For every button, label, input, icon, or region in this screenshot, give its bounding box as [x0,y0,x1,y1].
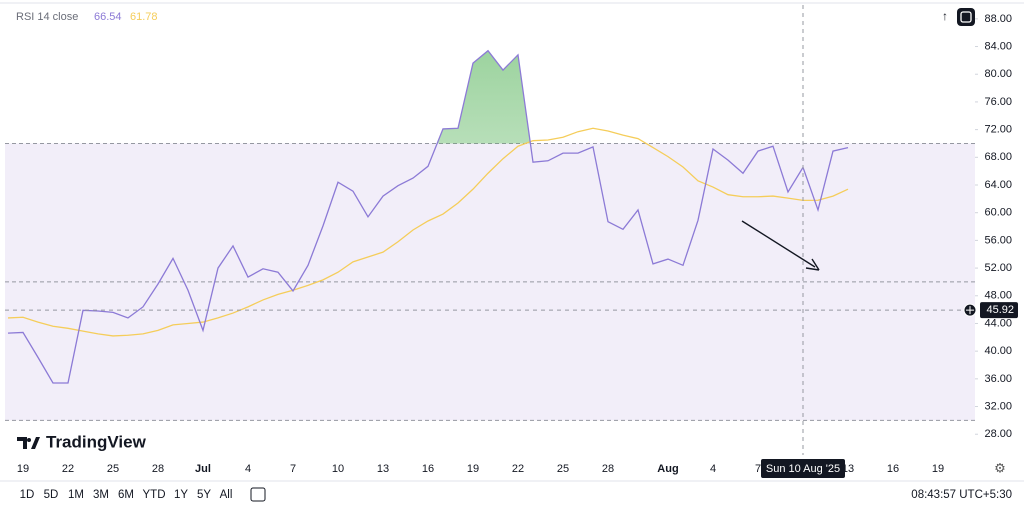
logo-text: TradingView [46,432,147,451]
y-tick-label: 88.00 [984,13,1012,25]
x-tick-label: 25 [107,463,119,475]
x-tick-label: 28 [152,463,164,475]
y-tick-label: 40.00 [984,345,1012,357]
range-button[interactable]: YTD [143,489,166,501]
range-button[interactable]: 1M [68,489,84,501]
y-tick-label: 72.00 [984,124,1012,136]
x-tick-label: 7 [290,463,296,475]
crosshair-x-label: Sun 10 Aug '25 [766,463,840,475]
plot-area [5,5,978,455]
crosshair-y-label: 45.92 [986,304,1014,316]
y-tick-label: 60.00 [984,207,1012,219]
fullscreen-icon [960,11,972,23]
x-tick-label: 7 [755,463,761,475]
y-tick-label: 76.00 [984,96,1012,108]
y-tick-label: 84.00 [984,40,1012,52]
series-line [7,127,849,337]
crosshair-y-box [980,302,1018,319]
range-button[interactable]: All [220,489,233,501]
range-button[interactable]: 1Y [174,489,188,501]
indicator-label: RSI 14 close [16,11,78,23]
x-tick-label: 16 [422,463,434,475]
date-range-button[interactable] [250,487,266,502]
x-tick-label: 19 [17,463,29,475]
series-line [7,49,849,384]
range-buttons: 1D 5D 1M 3M 6M YTD 1Y 5Y All [20,489,233,501]
x-tick-label: 4 [710,463,716,475]
range-button[interactable]: 5Y [197,489,211,501]
crosshair-add-icon [966,306,974,315]
fullscreen-button[interactable] [957,8,975,26]
arrow-head [805,258,820,271]
x-tick-label: Aug [657,463,678,475]
clock: 08:43:57 UTC+5:30 [911,489,1012,501]
legend-value: 66.54 [94,11,122,23]
up-button[interactable]: ↑ [942,9,948,23]
range-button[interactable]: 6M [118,489,134,501]
x-tick-label: 13 [377,463,389,475]
settings-button[interactable]: ⚙ [994,460,1006,475]
y-tick-label: 56.00 [984,234,1012,246]
crosshair-x-box [761,459,845,478]
y-tick-label: 48.00 [984,290,1012,302]
x-tick-label: 19 [932,463,944,475]
x-tick-label: 22 [512,463,524,475]
y-tick-label: 36.00 [984,373,1012,385]
x-tick-label: 16 [887,463,899,475]
x-tick-label: 10 [332,463,344,475]
x-tick-label: 25 [557,463,569,475]
x-tick-label: 28 [602,463,614,475]
y-tick-label: 44.00 [984,317,1012,329]
logo-icon [27,438,31,442]
range-button[interactable]: 1D [20,489,35,501]
y-tick-label: 80.00 [984,68,1012,80]
y-tick-label: 64.00 [984,179,1012,191]
x-tick-label: 4 [245,463,251,475]
y-tick-label: 28.00 [984,428,1012,440]
range-button[interactable]: 3M [93,489,109,501]
y-tick-label: 32.00 [984,400,1012,412]
y-tick-label: 52.00 [984,262,1012,274]
arrow-line [741,220,816,268]
x-tick-label: 22 [62,463,74,475]
legend-value: 61.78 [130,11,158,23]
x-tick-label: 19 [467,463,479,475]
y-tick-label: 68.00 [984,151,1012,163]
range-button[interactable]: 5D [44,489,59,501]
x-tick-label: Jul [195,463,211,475]
logo-icon [17,437,40,449]
